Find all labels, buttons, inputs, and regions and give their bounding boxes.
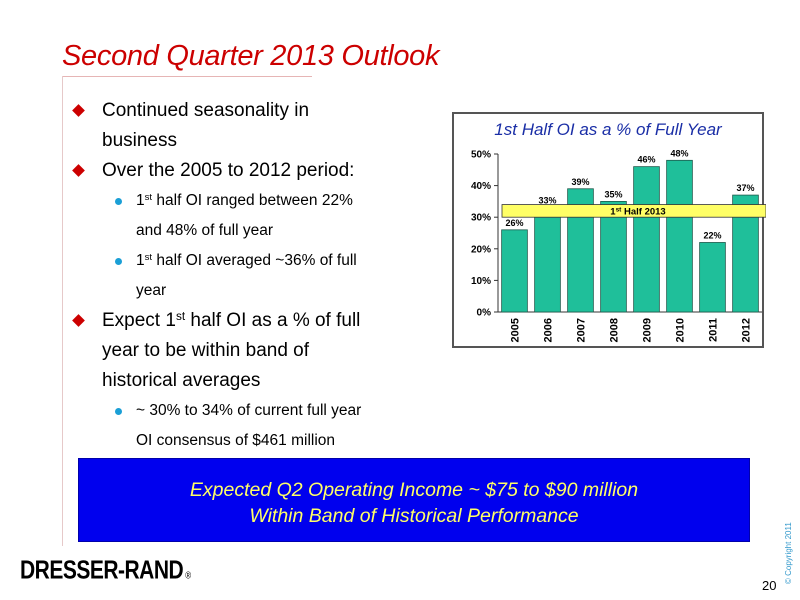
dot-bullet-icon (115, 258, 122, 265)
bar-2010 (666, 159, 693, 313)
company-logo: DRESSER-RAND ® (20, 556, 191, 585)
bullet-expect: Expect 1st half OI as a % of full year t… (70, 306, 440, 396)
data-label-2010: 48% (670, 148, 688, 158)
bullet-text: year to be within band of (102, 340, 310, 361)
subbullet-text: 1st half OI ranged between 22% (136, 192, 353, 209)
diamond-bullet-icon (72, 314, 85, 327)
bar-2005 (501, 229, 528, 313)
y-tick-label: 30% (471, 213, 491, 224)
band-label: 1st Half 2013 (610, 206, 665, 217)
x-tick-label-2009: 2009 (642, 318, 654, 342)
subbullet-consensus: ~ 30% to 34% of current full year OI con… (70, 396, 440, 456)
half-2013-band (501, 204, 766, 218)
x-tick-label-2006: 2006 (543, 318, 555, 342)
bullet-text: historical averages (102, 370, 261, 391)
dot-bullet-icon (115, 198, 122, 205)
banner-line-2: Within Band of Historical Performance (249, 505, 579, 527)
y-tick-label: 0% (477, 308, 492, 319)
dot-bullet-icon (115, 408, 122, 415)
title-rule (62, 76, 312, 77)
subbullet-text: year (136, 282, 167, 299)
subbullet-text: OI consensus of $461 million (136, 432, 336, 449)
x-tick-label-2012: 2012 (741, 318, 753, 342)
bar-2009 (633, 166, 660, 313)
bullet-text: Over the 2005 to 2012 period: (102, 160, 355, 181)
bar-2006 (534, 207, 561, 313)
diamond-bullet-icon (72, 164, 85, 177)
x-tick-label-2005: 2005 (510, 318, 522, 342)
chart-title: 1st Half OI as a % of Full Year (494, 120, 722, 139)
subbullet-average: 1st half OI averaged ~36% of full year (70, 246, 440, 306)
x-tick-label-2011: 2011 (708, 318, 720, 342)
bar-2011 (699, 242, 726, 313)
bullet-text: Expect 1st half OI as a % of full (102, 310, 361, 331)
x-tick-label-2007: 2007 (576, 318, 588, 342)
bullet-seasonality: Continued seasonality in business (70, 96, 440, 156)
data-label-2009: 46% (637, 155, 655, 165)
left-rule (62, 76, 63, 546)
x-tick-label-2008: 2008 (609, 318, 621, 342)
subbullet-text: and 48% of full year (136, 222, 274, 239)
data-label-2005: 26% (505, 218, 523, 228)
y-tick-label: 40% (471, 181, 491, 192)
outlook-banner: Expected Q2 Operating Income ~ $75 to $9… (78, 458, 750, 542)
data-label-2006: 33% (538, 196, 556, 206)
bullet-text: Continued seasonality in (102, 100, 310, 121)
bullet-period: Over the 2005 to 2012 period: (70, 156, 440, 186)
diamond-bullet-icon (72, 104, 85, 117)
page-number: 20 (762, 578, 777, 593)
slide-title: Second Quarter 2013 Outlook (62, 40, 440, 72)
x-tick-label-2010: 2010 (675, 318, 687, 342)
bar-2008 (600, 201, 627, 313)
subbullet-text: ~ 30% to 34% of current full year (136, 402, 362, 419)
copyright-notice: © Copyright 2011 (784, 522, 793, 584)
y-tick-label: 50% (471, 150, 491, 161)
data-label-2007: 39% (571, 177, 589, 187)
data-label-2008: 35% (604, 189, 622, 199)
y-tick-label: 20% (471, 244, 491, 255)
bullet-text: business (102, 130, 177, 151)
subbullet-range: 1st half OI ranged between 22% and 48% o… (70, 186, 440, 246)
oi-bar-chart: 1st Half OI as a % of Full Year 0% 10% 20%… (452, 112, 766, 348)
bullet-list: Continued seasonality in business Over t… (70, 96, 440, 456)
y-tick-label: 10% (471, 276, 491, 287)
subbullet-text: 1st half OI averaged ~36% of full (136, 252, 357, 269)
data-label-2011: 22% (703, 230, 721, 240)
chart-plot: 0% 10% 20% 30% 40% 50% 26% 2005 33% 2006 39% 2007 35… (471, 148, 766, 342)
banner-line-1: Expected Q2 Operating Income ~ $75 to $9… (189, 479, 639, 501)
data-label-2012: 37% (736, 183, 754, 193)
